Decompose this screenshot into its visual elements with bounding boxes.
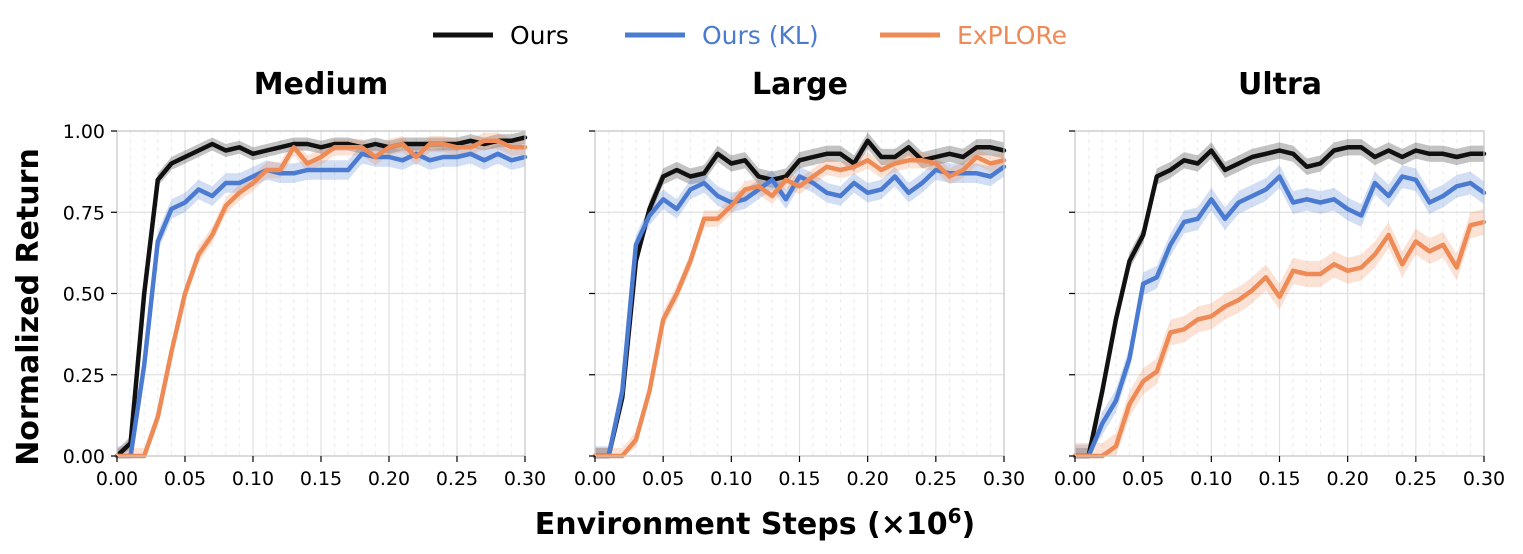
y-tick-label: 1.00	[63, 121, 105, 143]
line-explore-medium	[114, 138, 528, 459]
x-tick-label: 0.05	[1122, 468, 1164, 490]
line-ours-ultra	[1072, 145, 1487, 459]
x-tick-label: 0.20	[368, 468, 410, 490]
band-explore-ultra	[1075, 209, 1484, 456]
x-axis-label: Environment Steps (×106)	[535, 504, 976, 542]
legend-item-explore: ExPLORe	[880, 21, 1067, 50]
panel-title-medium: Medium	[254, 67, 389, 102]
line-ours-kl-ultra	[1072, 174, 1487, 459]
x-axis-label-main: Environment Steps (×10	[535, 507, 948, 542]
band-ours-kl-ultra	[1075, 165, 1484, 456]
x-tick-label: 0.30	[1463, 468, 1505, 490]
x-tick-label: 0.10	[232, 468, 274, 490]
panel-medium: Medium 0.00 0.05 0.10 0.15 0.20 0.25 0.30 0.00 0…	[63, 67, 546, 490]
x-tick-label: 0.15	[1258, 468, 1300, 490]
panel-title-large: Large	[752, 67, 848, 102]
x-tick-label: 0.10	[1190, 468, 1232, 490]
legend-item-ours: Ours	[433, 21, 569, 50]
x-tick-label: 0.00	[96, 468, 138, 490]
line-ours-kl-large	[592, 164, 1007, 459]
x-tick-label: 0.25	[1395, 468, 1437, 490]
line-ours-kl-medium	[114, 151, 528, 459]
line-explore-ultra	[1072, 219, 1487, 459]
x-tick-label: 0.00	[574, 468, 616, 490]
x-axis-label-exponent: 6	[948, 504, 962, 528]
x-tick-label: 0.15	[778, 468, 820, 490]
x-tick-label: 0.30	[983, 468, 1025, 490]
line-ours-large	[592, 138, 1007, 459]
x-tick-label: 0.05	[642, 468, 684, 490]
band-explore-medium	[117, 132, 525, 456]
x-tick-label: 0.30	[504, 468, 546, 490]
y-tick-label: 0.25	[63, 365, 105, 387]
legend-label-explore: ExPLORe	[957, 21, 1067, 50]
x-axis-label-close: )	[962, 507, 976, 542]
x-tick-label: 0.25	[915, 468, 957, 490]
x-tick-label: 0.00	[1054, 468, 1096, 490]
x-tick-label: 0.20	[847, 468, 889, 490]
y-tick-label: 0.50	[63, 284, 105, 306]
x-tick-label: 0.10	[710, 468, 752, 490]
x-tick-label: 0.20	[1327, 468, 1369, 490]
x-tick-label: 0.15	[300, 468, 342, 490]
panel-large: Large 0.00 0.05 0.10 0.15 0.20 0.25 0.30	[574, 67, 1025, 490]
y-tick-label: 0.75	[63, 202, 105, 224]
legend-label-ours: Ours	[510, 21, 569, 50]
legend: Ours Ours (KL) ExPLORe	[433, 21, 1067, 50]
legend-label-ours-kl: Ours (KL)	[702, 21, 819, 50]
panel-ultra: Ultra 0.00 0.05 0.10 0.15 0.20 0.25 0.30	[1054, 67, 1505, 490]
x-tick-label: 0.05	[164, 468, 206, 490]
y-axis-label: Normalized Return	[11, 148, 46, 466]
line-explore-large	[592, 154, 1007, 459]
line-ours-medium	[114, 135, 528, 459]
y-tick-label: 0.00	[63, 446, 105, 468]
x-tick-label: 0.25	[436, 468, 478, 490]
panel-title-ultra: Ultra	[1238, 67, 1322, 102]
band-ours-large	[595, 132, 1004, 456]
legend-item-ours-kl: Ours (KL)	[625, 21, 819, 50]
